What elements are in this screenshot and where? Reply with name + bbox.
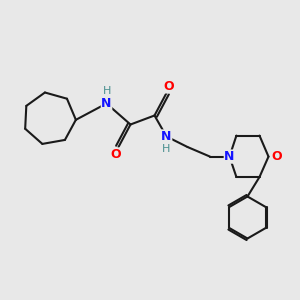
Text: N: N — [224, 150, 235, 163]
Text: O: O — [272, 150, 282, 163]
Text: H: H — [103, 86, 111, 96]
Text: H: H — [162, 144, 170, 154]
Text: N: N — [101, 97, 112, 110]
Text: O: O — [111, 148, 122, 161]
Text: O: O — [164, 80, 174, 93]
Text: N: N — [161, 130, 172, 143]
